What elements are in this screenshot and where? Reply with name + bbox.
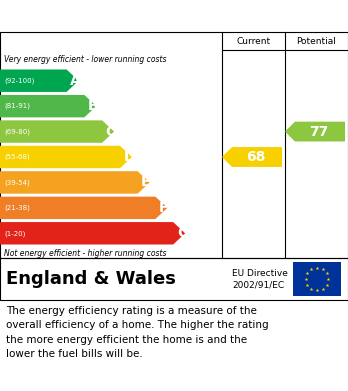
Polygon shape (222, 147, 282, 167)
Text: Energy Efficiency Rating: Energy Efficiency Rating (6, 9, 228, 23)
Polygon shape (285, 122, 345, 142)
Polygon shape (0, 120, 114, 143)
Text: F: F (159, 201, 168, 215)
Text: The energy efficiency rating is a measure of the
overall efficiency of a home. T: The energy efficiency rating is a measur… (6, 306, 269, 359)
Polygon shape (0, 95, 96, 117)
Text: (1-20): (1-20) (4, 230, 25, 237)
Polygon shape (0, 70, 79, 92)
Polygon shape (0, 146, 132, 168)
Text: Very energy efficient - lower running costs: Very energy efficient - lower running co… (4, 54, 166, 63)
Text: (39-54): (39-54) (4, 179, 30, 186)
Polygon shape (0, 222, 185, 244)
Text: England & Wales: England & Wales (6, 270, 176, 288)
Text: Potential: Potential (296, 36, 337, 45)
Text: B: B (88, 99, 98, 113)
Text: E: E (141, 176, 151, 189)
Text: Not energy efficient - higher running costs: Not energy efficient - higher running co… (4, 249, 166, 258)
Bar (293, 262, 341, 296)
Text: (55-68): (55-68) (4, 154, 30, 160)
Text: 77: 77 (309, 125, 328, 138)
Text: A: A (70, 74, 81, 88)
Text: EU Directive
2002/91/EC: EU Directive 2002/91/EC (232, 269, 288, 289)
Text: (81-91): (81-91) (4, 103, 30, 109)
Text: (69-80): (69-80) (4, 128, 30, 135)
Text: (21-38): (21-38) (4, 204, 30, 211)
Text: C: C (106, 125, 116, 138)
Text: G: G (177, 226, 188, 240)
Polygon shape (0, 171, 150, 194)
Text: 68: 68 (246, 150, 265, 164)
Text: (92-100): (92-100) (4, 77, 34, 84)
Text: Current: Current (236, 36, 270, 45)
Text: D: D (124, 150, 135, 164)
Polygon shape (0, 197, 167, 219)
